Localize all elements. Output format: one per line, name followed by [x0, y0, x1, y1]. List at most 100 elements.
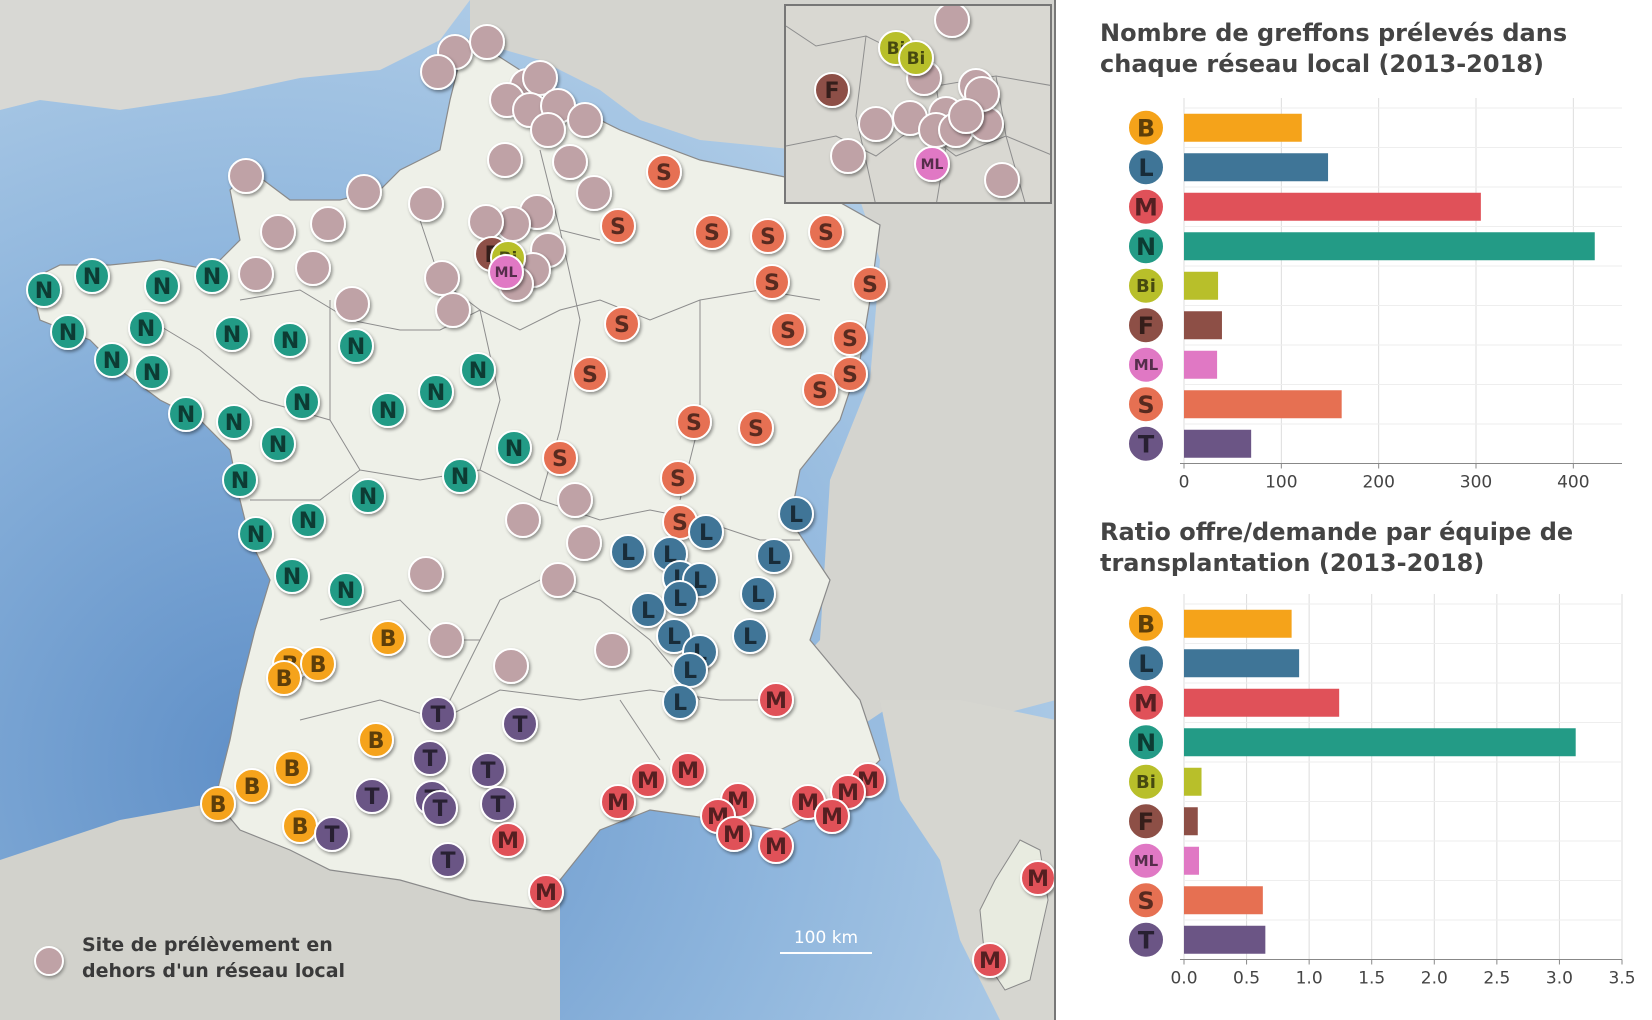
marker-b[interactable]: B	[282, 808, 318, 844]
marker-outside-site[interactable]	[428, 622, 464, 658]
marker-s[interactable]: S	[754, 264, 790, 300]
marker-n[interactable]: N	[216, 404, 252, 440]
marker-l[interactable]: L	[672, 652, 708, 688]
marker-n[interactable]: N	[128, 310, 164, 346]
marker-s[interactable]: S	[808, 214, 844, 250]
marker-s[interactable]: S	[832, 356, 868, 392]
marker-s[interactable]: S	[852, 266, 888, 302]
marker-l[interactable]: L	[630, 592, 666, 628]
marker-m[interactable]: M	[1020, 860, 1055, 896]
marker-n[interactable]: N	[194, 258, 230, 294]
marker-l[interactable]: L	[688, 514, 724, 550]
marker-m[interactable]: M	[758, 828, 794, 864]
marker-s[interactable]: S	[750, 218, 786, 254]
marker-outside-site[interactable]	[420, 54, 456, 90]
marker-outside-site[interactable]	[228, 158, 264, 194]
marker-l[interactable]: L	[656, 618, 692, 654]
marker-l[interactable]: L	[610, 534, 646, 570]
marker-outside-site[interactable]	[830, 138, 866, 174]
marker-s[interactable]: S	[646, 154, 682, 190]
marker-m[interactable]: M	[630, 762, 666, 798]
marker-b[interactable]: B	[234, 768, 270, 804]
marker-s[interactable]: S	[604, 306, 640, 342]
marker-n[interactable]: N	[328, 572, 364, 608]
marker-outside-site[interactable]	[310, 206, 346, 242]
marker-l[interactable]: L	[740, 576, 776, 612]
marker-s[interactable]: S	[694, 214, 730, 250]
marker-outside-site[interactable]	[557, 482, 593, 518]
marker-f[interactable]: F	[814, 72, 850, 108]
marker-outside-site[interactable]	[567, 102, 603, 138]
marker-s[interactable]: S	[572, 356, 608, 392]
marker-t[interactable]: T	[502, 706, 538, 742]
marker-s[interactable]: S	[738, 410, 774, 446]
marker-outside-site[interactable]	[540, 562, 576, 598]
marker-l[interactable]: L	[732, 618, 768, 654]
marker-n[interactable]: N	[290, 502, 326, 538]
marker-outside-site[interactable]	[334, 286, 370, 322]
marker-m[interactable]: M	[600, 784, 636, 820]
marker-outside-site[interactable]	[493, 648, 529, 684]
marker-outside-site[interactable]	[948, 98, 984, 134]
marker-outside-site[interactable]	[530, 112, 566, 148]
marker-b[interactable]: B	[300, 646, 336, 682]
marker-outside-site[interactable]	[295, 250, 331, 286]
marker-s[interactable]: S	[662, 504, 698, 540]
marker-m[interactable]: M	[758, 682, 794, 718]
marker-n[interactable]: N	[272, 322, 308, 358]
marker-n[interactable]: N	[222, 462, 258, 498]
marker-outside-site[interactable]	[468, 204, 504, 240]
marker-b[interactable]: B	[266, 660, 302, 696]
marker-b[interactable]: B	[274, 750, 310, 786]
marker-outside-site[interactable]	[408, 186, 444, 222]
marker-outside-site[interactable]	[984, 162, 1020, 198]
marker-m[interactable]: M	[528, 874, 564, 910]
marker-ml[interactable]: ML	[914, 146, 950, 182]
marker-outside-site[interactable]	[435, 292, 471, 328]
marker-ml[interactable]: ML	[488, 254, 524, 290]
marker-n[interactable]: N	[144, 268, 180, 304]
marker-n[interactable]: N	[460, 352, 496, 388]
marker-n[interactable]: N	[260, 426, 296, 462]
marker-l[interactable]: L	[662, 684, 698, 720]
marker-outside-site[interactable]	[408, 556, 444, 592]
marker-outside-site[interactable]	[469, 24, 505, 60]
marker-t[interactable]: T	[420, 696, 456, 732]
marker-n[interactable]: N	[74, 258, 110, 294]
marker-outside-site[interactable]	[858, 106, 894, 142]
marker-n[interactable]: N	[370, 392, 406, 428]
marker-l[interactable]: L	[756, 538, 792, 574]
marker-n[interactable]: N	[418, 374, 454, 410]
marker-n[interactable]: N	[274, 558, 310, 594]
marker-n[interactable]: N	[350, 478, 386, 514]
marker-b[interactable]: B	[200, 786, 236, 822]
marker-n[interactable]: N	[94, 342, 130, 378]
marker-m[interactable]: M	[814, 798, 850, 834]
marker-m[interactable]: M	[972, 942, 1008, 978]
marker-n[interactable]: N	[26, 272, 62, 308]
marker-s[interactable]: S	[832, 320, 868, 356]
marker-outside-site[interactable]	[522, 60, 558, 96]
marker-m[interactable]: M	[490, 822, 526, 858]
marker-l[interactable]: L	[778, 496, 814, 532]
marker-l[interactable]: L	[662, 580, 698, 616]
marker-n[interactable]: N	[496, 430, 532, 466]
marker-n[interactable]: N	[214, 316, 250, 352]
marker-s[interactable]: S	[676, 404, 712, 440]
marker-n[interactable]: N	[442, 458, 478, 494]
marker-t[interactable]: T	[422, 790, 458, 826]
marker-t[interactable]: T	[470, 752, 506, 788]
marker-t[interactable]: T	[354, 778, 390, 814]
marker-outside-site[interactable]	[260, 214, 296, 250]
marker-n[interactable]: N	[338, 328, 374, 364]
marker-s[interactable]: S	[770, 312, 806, 348]
marker-t[interactable]: T	[480, 786, 516, 822]
marker-outside-site[interactable]	[424, 260, 460, 296]
marker-t[interactable]: T	[430, 842, 466, 878]
marker-outside-site[interactable]	[594, 632, 630, 668]
marker-t[interactable]: T	[314, 816, 350, 852]
marker-outside-site[interactable]	[505, 502, 541, 538]
marker-outside-site[interactable]	[576, 175, 612, 211]
marker-n[interactable]: N	[168, 396, 204, 432]
